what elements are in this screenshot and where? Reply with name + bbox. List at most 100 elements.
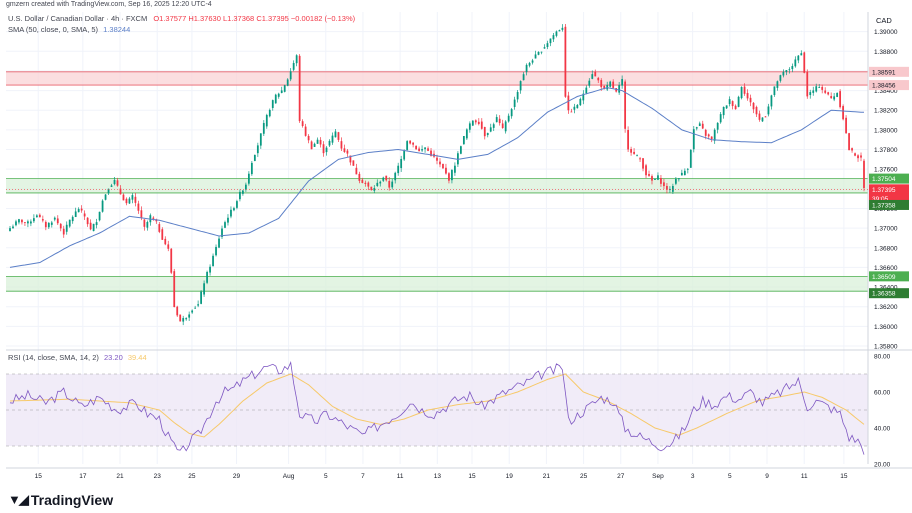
candle-body bbox=[361, 179, 364, 183]
candle-body bbox=[495, 117, 498, 123]
candle-body bbox=[218, 238, 220, 248]
candle-body bbox=[480, 121, 483, 129]
candle-body bbox=[474, 120, 477, 123]
candle-body bbox=[188, 314, 191, 318]
candle-body bbox=[95, 222, 98, 226]
candle-body bbox=[860, 155, 862, 158]
candle-body bbox=[230, 209, 232, 217]
candle-body bbox=[143, 219, 146, 227]
candle-body bbox=[677, 178, 680, 180]
candle-body bbox=[137, 203, 140, 211]
candle-body bbox=[713, 129, 716, 141]
candle-body bbox=[639, 158, 641, 160]
candle-body bbox=[442, 163, 444, 169]
candle-body bbox=[519, 81, 522, 91]
rsi-value: 23.20 bbox=[103, 353, 123, 362]
candle-body bbox=[510, 109, 513, 117]
candle-body bbox=[358, 173, 361, 181]
candle-body bbox=[265, 114, 268, 127]
candle-body bbox=[770, 95, 773, 107]
candle-body bbox=[674, 178, 677, 184]
candle-body bbox=[346, 150, 349, 154]
candle-body bbox=[233, 208, 235, 211]
price-tick-label: 1.36400 bbox=[874, 285, 898, 292]
candle-body bbox=[764, 116, 767, 118]
rsi-ma-value: 39.44 bbox=[127, 353, 147, 362]
candle-body bbox=[689, 149, 692, 168]
candle-body bbox=[15, 221, 17, 226]
candle-body bbox=[785, 70, 788, 73]
time-tick-label: 13 bbox=[434, 473, 442, 480]
candle-body bbox=[44, 221, 47, 228]
candle-body bbox=[737, 96, 740, 107]
price-tick-label: 1.35800 bbox=[874, 344, 898, 351]
time-tick-label: 19 bbox=[506, 473, 514, 480]
candle-body bbox=[86, 217, 89, 225]
candle-body bbox=[633, 151, 635, 154]
candle-body bbox=[212, 255, 214, 267]
candle-body bbox=[247, 173, 250, 184]
candle-body bbox=[788, 69, 791, 71]
candle-body bbox=[125, 198, 128, 204]
candle-body bbox=[833, 96, 836, 100]
candle-body bbox=[274, 94, 277, 104]
candle-body bbox=[403, 151, 406, 160]
candle-body bbox=[630, 149, 632, 153]
time-tick-label: 25 bbox=[580, 473, 588, 480]
candle-body bbox=[110, 185, 113, 187]
candle-body bbox=[609, 81, 612, 87]
candle-body bbox=[9, 228, 11, 232]
last-price-label: 1.37395 bbox=[872, 187, 896, 194]
candle-body bbox=[191, 310, 194, 313]
symbol-title: U.S. Dollar / Canadian Dollar · 4h · FXC… bbox=[8, 14, 148, 23]
price-tick-label: 1.36600 bbox=[874, 265, 898, 272]
time-tick-label: Sep bbox=[652, 473, 664, 480]
countdown-label: 39:05 bbox=[872, 196, 889, 203]
candle-body bbox=[298, 55, 301, 122]
candle-body bbox=[513, 99, 516, 107]
candle-body bbox=[394, 172, 397, 181]
candle-body bbox=[486, 133, 489, 136]
candle-body bbox=[158, 224, 161, 232]
candle-body bbox=[24, 222, 26, 223]
candle-body bbox=[283, 85, 286, 92]
candle-body bbox=[445, 167, 447, 174]
time-tick-label: 21 bbox=[116, 473, 124, 480]
candle-body bbox=[179, 314, 182, 322]
candle-body bbox=[364, 182, 367, 184]
candle-body bbox=[758, 113, 761, 120]
candle-body bbox=[707, 134, 710, 137]
candle-body bbox=[454, 165, 456, 173]
candle-body bbox=[489, 127, 492, 132]
candle-body bbox=[35, 215, 38, 218]
candle-body bbox=[343, 148, 346, 152]
candle-body bbox=[451, 169, 453, 181]
candle-body bbox=[224, 222, 226, 228]
candle-body bbox=[773, 86, 776, 96]
candle-body bbox=[83, 213, 86, 217]
rsi-tick-label: 60.00 bbox=[874, 390, 891, 397]
candle-body bbox=[292, 63, 295, 70]
candle-body bbox=[32, 218, 35, 222]
candle-body bbox=[851, 148, 853, 151]
candle-body bbox=[203, 283, 205, 295]
candle-body bbox=[779, 75, 782, 81]
candle-body bbox=[809, 92, 812, 96]
tradingview-logo[interactable]: ▼◢ TradingView bbox=[8, 492, 113, 508]
candle-body bbox=[740, 87, 743, 99]
candle-body bbox=[821, 86, 824, 90]
ohlc-values: O1.37577 H1.37630 L1.37368 C1.37395 −0.0… bbox=[153, 14, 356, 23]
candle-body bbox=[430, 150, 432, 156]
time-tick-label: 21 bbox=[543, 473, 551, 480]
support-zone bbox=[6, 178, 868, 193]
candle-body bbox=[62, 228, 65, 235]
candle-body bbox=[576, 104, 579, 109]
candle-body bbox=[552, 35, 555, 40]
candle-body bbox=[194, 307, 197, 309]
price-tick-label: 1.37800 bbox=[874, 147, 898, 154]
candle-body bbox=[755, 106, 758, 115]
rsi-ma-line bbox=[9, 373, 865, 438]
candle-body bbox=[528, 62, 531, 66]
candle-body bbox=[68, 219, 71, 227]
